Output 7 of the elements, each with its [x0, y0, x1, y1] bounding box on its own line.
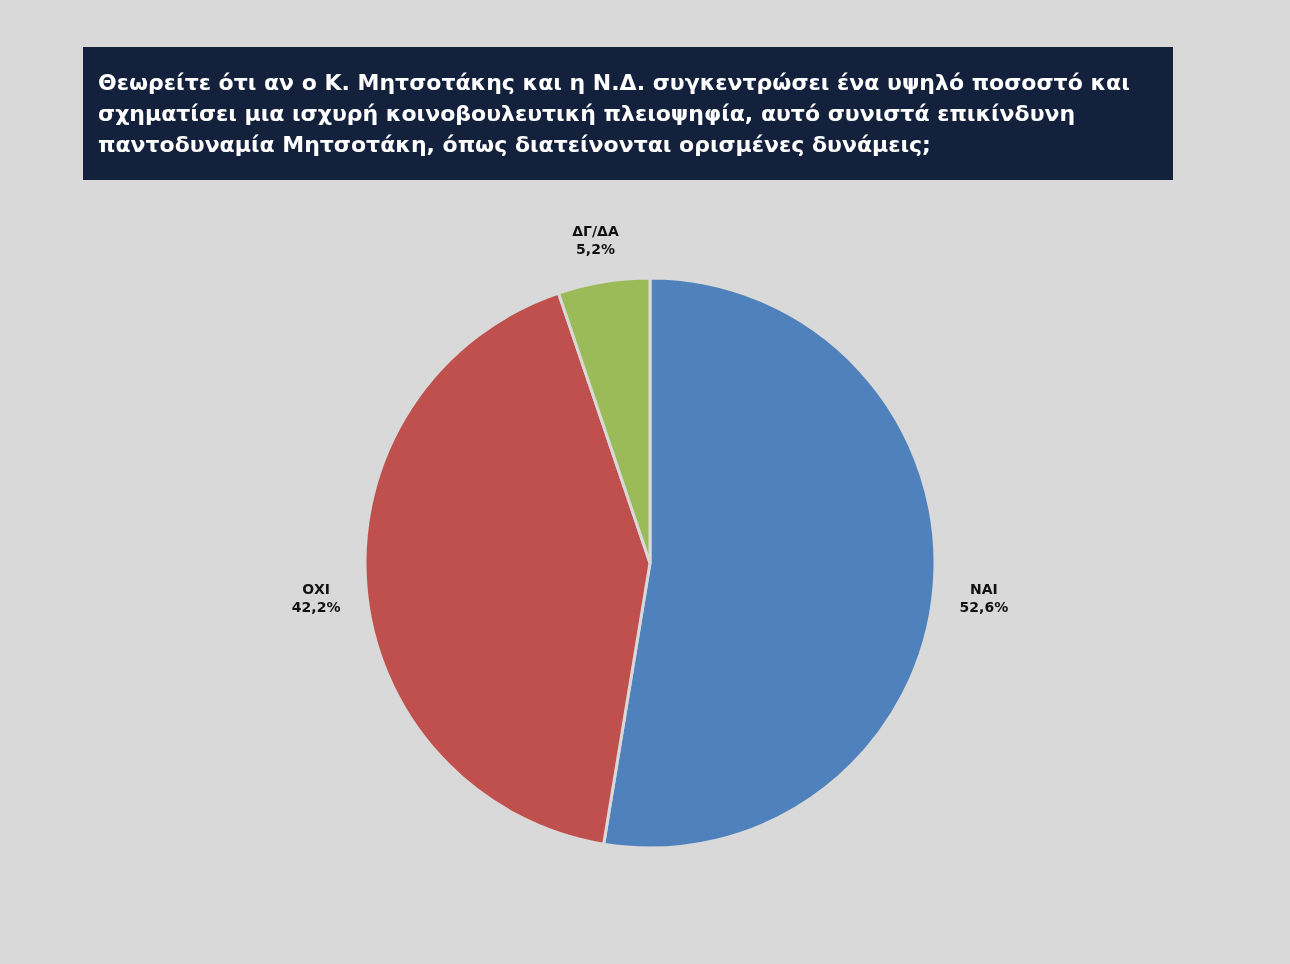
data-label: 5,2%	[576, 241, 615, 258]
data-label: 52,6%	[959, 599, 1009, 616]
chart-title: Θεωρείτε ότι αν ο Κ. Μητσοτάκης και η Ν.Δ. συγκεντρώσει ένα υψηλό ποσοστό και σχηματίσει μια ισχυρή κοινοβουλευτική πλειοψηφία, αυτό συνιστά επικίνδυνη παντοδυναμία Μητσοτάκη, όπως διατείνονται ορισμένες δυνάμεις;	[83, 47, 1173, 180]
slice-label: ΟΧΙ	[302, 581, 331, 598]
data-label: 42,2%	[291, 599, 341, 616]
slice-label: ΝΑΙ	[970, 581, 998, 598]
slice-label: ΔΓ/ΔΑ	[572, 223, 619, 240]
